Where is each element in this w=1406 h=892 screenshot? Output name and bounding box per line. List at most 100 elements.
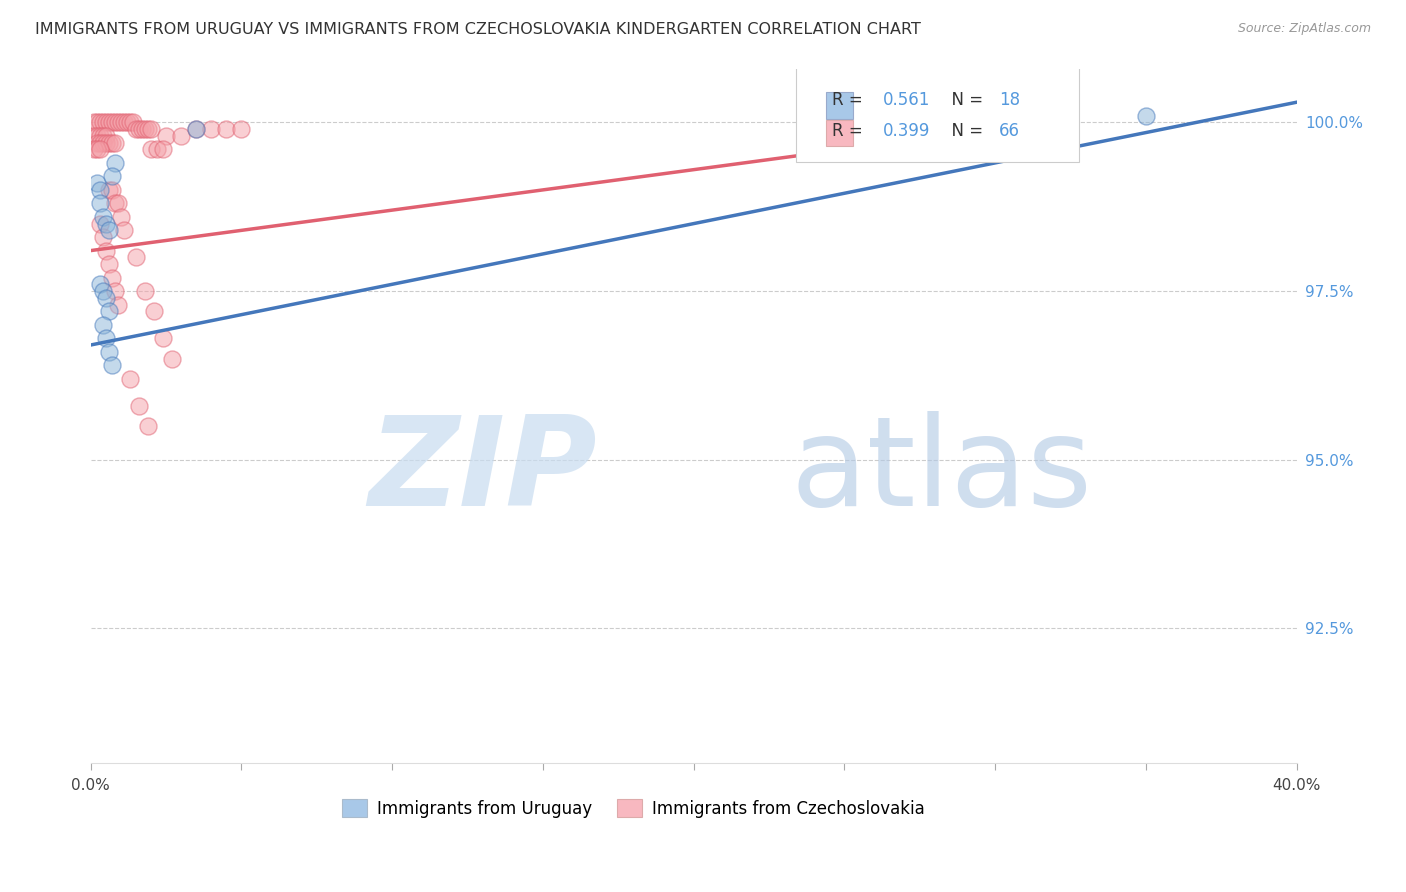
Point (94, 244, 117, 258)
Text: R =: R = (832, 122, 869, 140)
Point (104, 284, 127, 298)
FancyBboxPatch shape (827, 120, 853, 146)
Point (86, 136, 108, 150)
Point (215, 122, 238, 136)
Point (94, 331, 117, 345)
Point (91, 284, 114, 298)
FancyBboxPatch shape (827, 92, 853, 119)
Point (128, 122, 150, 136)
Point (139, 143, 162, 157)
Point (83, 128, 105, 143)
Point (100, 183, 122, 197)
Point (83, 143, 105, 157)
Point (89, 115, 111, 129)
Point (104, 156, 127, 170)
Point (118, 372, 141, 386)
Point (112, 115, 135, 129)
Text: 66: 66 (998, 122, 1019, 140)
Point (91, 115, 114, 129)
FancyBboxPatch shape (796, 65, 1080, 162)
Point (89, 143, 111, 157)
Point (200, 122, 222, 136)
Point (91, 128, 114, 143)
Point (89, 196, 111, 211)
Text: N =: N = (941, 122, 988, 140)
Text: 18: 18 (998, 91, 1019, 109)
Point (134, 122, 156, 136)
Point (142, 304, 165, 318)
Text: Source: ZipAtlas.com: Source: ZipAtlas.com (1237, 22, 1371, 36)
Point (125, 251, 148, 265)
Point (128, 399, 150, 413)
Point (100, 358, 122, 372)
Point (100, 270, 122, 285)
Point (131, 122, 153, 136)
Point (1135, 109, 1157, 123)
Point (89, 136, 111, 150)
Point (86, 143, 108, 157)
Point (83, 115, 105, 129)
Point (107, 297, 129, 311)
Point (91, 230, 114, 244)
Text: atlas: atlas (790, 411, 1092, 532)
Point (115, 115, 138, 129)
Point (136, 419, 159, 434)
Point (104, 196, 127, 211)
Point (97, 257, 120, 271)
Point (110, 115, 132, 129)
Point (231, 122, 253, 136)
Point (110, 210, 132, 224)
Point (86, 176, 108, 190)
Point (100, 169, 122, 184)
Point (86, 128, 108, 143)
Point (112, 223, 135, 237)
Point (94, 217, 117, 231)
Point (170, 128, 193, 143)
Point (89, 277, 111, 292)
Point (118, 115, 141, 129)
Point (97, 183, 120, 197)
Text: N =: N = (941, 91, 988, 109)
Point (97, 344, 120, 359)
Text: 0.399: 0.399 (883, 122, 931, 140)
Point (152, 331, 174, 345)
Point (134, 284, 156, 298)
Point (924, 115, 946, 129)
Text: R =: R = (832, 91, 869, 109)
Point (146, 143, 169, 157)
Point (94, 115, 117, 129)
Point (104, 136, 127, 150)
Point (89, 217, 111, 231)
Text: IMMIGRANTS FROM URUGUAY VS IMMIGRANTS FROM CZECHOSLOVAKIA KINDERGARTEN CORRELATI: IMMIGRANTS FROM URUGUAY VS IMMIGRANTS FR… (35, 22, 921, 37)
Point (91, 136, 114, 150)
Point (94, 136, 117, 150)
Point (100, 115, 122, 129)
Point (91, 318, 114, 332)
Point (89, 183, 111, 197)
Legend: Immigrants from Uruguay, Immigrants from Czechoslovakia: Immigrants from Uruguay, Immigrants from… (335, 793, 931, 824)
Point (152, 143, 174, 157)
Point (184, 122, 207, 136)
Point (184, 122, 207, 136)
Point (155, 128, 177, 143)
Point (139, 122, 162, 136)
Point (160, 351, 183, 366)
Point (97, 304, 120, 318)
Point (125, 122, 148, 136)
Text: ZIP: ZIP (368, 411, 598, 532)
Point (94, 128, 117, 143)
Point (100, 136, 122, 150)
Point (121, 115, 143, 129)
Point (91, 210, 114, 224)
Text: 0.561: 0.561 (883, 91, 931, 109)
Point (107, 115, 129, 129)
Point (89, 128, 111, 143)
Point (86, 115, 108, 129)
Point (97, 115, 120, 129)
Point (107, 196, 129, 211)
Point (97, 223, 120, 237)
Point (136, 122, 159, 136)
Point (94, 291, 117, 305)
Point (104, 115, 127, 129)
Point (97, 136, 120, 150)
